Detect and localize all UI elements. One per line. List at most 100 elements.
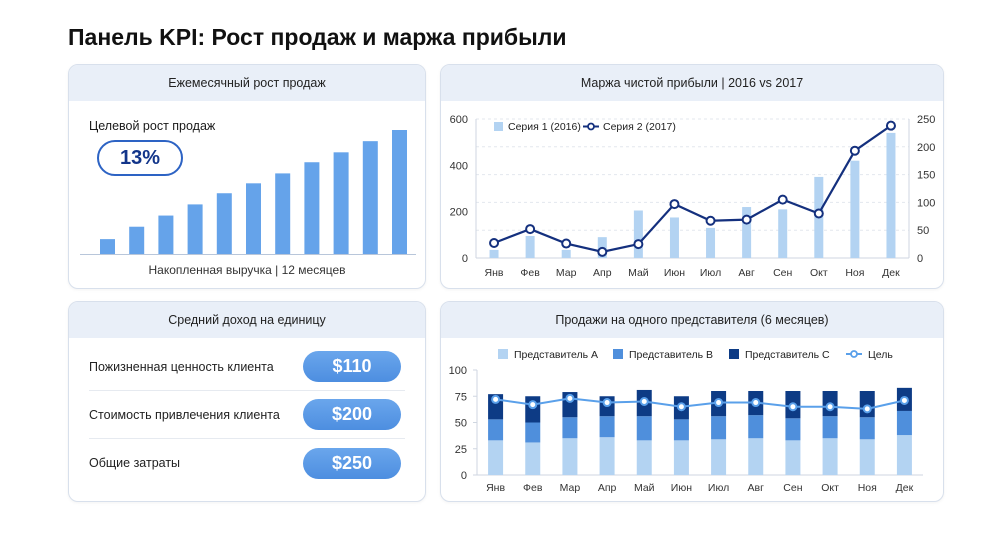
- stacked-bar-segment: [525, 442, 541, 475]
- point-2017: [705, 215, 716, 226]
- legend-marker-2017: [587, 122, 595, 131]
- profit-margin-chart: 0 200 400 600 0 50 100 150 200 250 Янв Фев Мар Апр Май…: [450, 114, 936, 279]
- stacked-bar-segment: [488, 440, 504, 475]
- growth-bar: [392, 130, 407, 254]
- target-point: [751, 398, 761, 408]
- bar-2016: [886, 132, 896, 258]
- x-tick-label: Мар: [556, 267, 577, 279]
- x-tick-label: Фев: [523, 482, 543, 494]
- x-tick-label: Сен: [773, 267, 792, 279]
- y-tick-label: 100: [449, 365, 467, 377]
- growth-bar: [246, 183, 261, 254]
- stacked-bar-segment: [525, 422, 541, 443]
- target-point: [714, 398, 724, 408]
- stacked-bar-segment: [673, 440, 689, 475]
- growth-bar: [158, 215, 174, 254]
- point-2017: [525, 224, 536, 235]
- right-tick-label: 150: [917, 170, 935, 182]
- growth-bar: [100, 239, 115, 254]
- metric-value: $200: [303, 399, 401, 430]
- x-tick-label: Авг: [738, 267, 755, 279]
- x-tick-label: Окт: [810, 267, 828, 279]
- left-tick-label: 400: [450, 160, 468, 172]
- x-tick-label: Апр: [593, 267, 612, 279]
- growth-card-footer: Накопленная выручка | 12 месяцев: [148, 263, 346, 277]
- target-point: [491, 394, 501, 404]
- x-tick-label: Апр: [598, 482, 617, 494]
- x-tick-label: Май: [634, 482, 655, 494]
- target-point: [602, 398, 612, 408]
- legend-label: Представитель B: [629, 349, 713, 361]
- stacked-bar-segment: [562, 438, 578, 475]
- target-point: [528, 400, 538, 410]
- y-tick-label: 0: [461, 470, 467, 482]
- stacked-bar-segment: [785, 418, 801, 441]
- legend-target-marker: [850, 350, 858, 358]
- growth-bar: [275, 173, 291, 254]
- target-point: [565, 393, 575, 403]
- right-tick-label: 200: [917, 142, 935, 154]
- bar-2016: [561, 249, 571, 258]
- point-2017: [597, 246, 608, 257]
- unit-revenue-header: Средний доход на единицу: [69, 302, 425, 338]
- point-2017: [849, 145, 860, 156]
- stacked-bar-segment: [785, 440, 801, 475]
- right-tick-label: 0: [917, 253, 923, 265]
- bar-2016: [742, 207, 752, 258]
- page-title: Панель KPI: Рост продаж и маржа прибыли: [68, 24, 567, 50]
- point-2017: [489, 237, 500, 248]
- x-tick-label: Янв: [486, 482, 505, 494]
- legend-label: Цель: [868, 349, 893, 361]
- x-tick-label: Июн: [671, 482, 692, 494]
- legend-swatch: [613, 349, 623, 359]
- stacked-bar-segment: [711, 439, 727, 475]
- rep-sales-card: Продажи на одного представителя (6 месяц…: [440, 301, 944, 502]
- stacked-bar-segment: [562, 417, 578, 439]
- legend-swatch-2016: [494, 122, 503, 131]
- line-2017: [493, 124, 892, 254]
- legend-swatch: [498, 349, 508, 359]
- growth-bar: [362, 141, 378, 254]
- x-tick-label: Июл: [700, 267, 721, 279]
- point-2017: [777, 194, 788, 205]
- x-tick-label: Дек: [896, 482, 914, 494]
- stacked-bar-segment: [673, 419, 689, 441]
- point-2017: [669, 199, 680, 210]
- target-point: [899, 395, 909, 405]
- stacked-bar-segment: [896, 435, 912, 475]
- bar-2016: [633, 210, 643, 258]
- x-tick-label: Ноя: [858, 482, 877, 494]
- bar-2016: [778, 209, 788, 258]
- metric-row: Стоимость привлечения клиента $200: [89, 391, 405, 439]
- stacked-bar-segment: [748, 438, 764, 475]
- profit-margin-header: Маржа чистой прибыли | 2016 vs 2017: [441, 65, 943, 101]
- growth-bar: [187, 204, 203, 254]
- growth-card-header: Ежемесячный рост продаж: [69, 65, 425, 101]
- left-tick-label: 200: [450, 207, 468, 219]
- stacked-bar-segment: [636, 416, 652, 441]
- metric-label: Пожизненная ценность клиента: [89, 359, 274, 374]
- x-tick-label: Сен: [783, 482, 802, 494]
- stacked-bar-segment: [822, 438, 838, 475]
- x-tick-label: Мар: [560, 482, 581, 494]
- left-tick-label: 0: [462, 253, 468, 265]
- growth-chart: [80, 130, 416, 255]
- target-point: [676, 402, 686, 412]
- metric-label: Стоимость привлечения клиента: [89, 407, 280, 422]
- legend-label-2016: Серия 1 (2016): [508, 121, 581, 133]
- stacked-bar-segment: [859, 417, 875, 440]
- x-tick-label: Янв: [485, 267, 504, 279]
- stacked-bar-segment: [599, 416, 615, 438]
- legend-swatch: [729, 349, 739, 359]
- stacked-bar-segment: [748, 415, 764, 439]
- point-2017: [741, 214, 752, 225]
- y-tick-label: 25: [455, 444, 467, 456]
- growth-bar: [304, 162, 320, 254]
- target-line: [495, 397, 905, 410]
- point-2017: [633, 239, 644, 250]
- growth-bar: [129, 226, 145, 254]
- x-tick-label: Июн: [664, 267, 685, 279]
- growth-bar: [333, 152, 349, 254]
- stacked-bar-segment: [896, 410, 912, 436]
- bar-2016: [669, 217, 679, 258]
